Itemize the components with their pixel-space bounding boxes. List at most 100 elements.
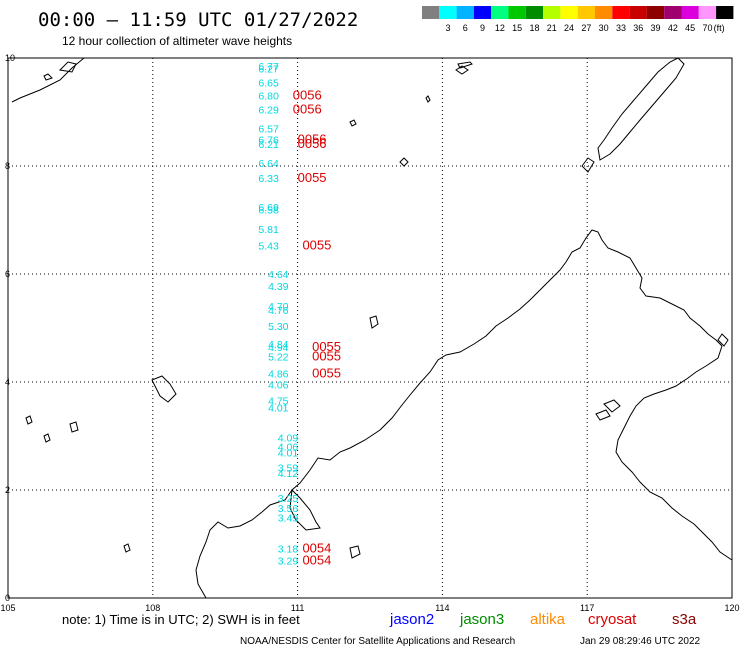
coastline-segment (43, 73, 53, 81)
legend-tick-label: 9 (480, 23, 485, 33)
wave-height-value: 5.81 (258, 224, 279, 236)
wave-height-value: 4.64 (268, 269, 289, 281)
footer-timestamp: Jan 29 08:29:46 UTC 2022 (580, 636, 701, 647)
coastline-segment (123, 543, 131, 553)
coastline-segment (349, 119, 357, 127)
coastline-segment (457, 61, 473, 69)
legend-unit: (ft) (714, 23, 725, 33)
legend-swatch (508, 6, 526, 19)
coastline-segment (69, 421, 79, 433)
lat-lon-grid (7, 57, 733, 599)
coastline-segment (425, 95, 431, 103)
wave-height-value: 5.30 (268, 321, 289, 333)
legend-swatch (422, 6, 440, 19)
legend-swatch (577, 6, 595, 19)
legend-swatch (716, 6, 734, 19)
legend-tick-label: 42 (668, 23, 678, 33)
wave-height-value: 6.58 (258, 205, 279, 217)
wave-height-value: 6.33 (258, 173, 279, 185)
legend-swatch (698, 6, 717, 19)
legend-tick-label: 24 (564, 23, 574, 33)
lon-tick-label: 111 (291, 603, 305, 613)
coastline-segment (369, 315, 379, 329)
legend-tick-label: 39 (651, 23, 661, 33)
lat-tick-label: 4 (5, 377, 10, 387)
coastline-segment (151, 375, 177, 403)
lat-tick-label: 8 (5, 161, 10, 171)
wave-height-value: 6.69 (258, 202, 279, 214)
observation-time: 0055 (298, 170, 327, 185)
axis-labels: 105 108 111 114 117 120 0 2 4 6 8 10 (0, 53, 739, 613)
wave-height-value: 3.59 (278, 463, 299, 475)
lat-tick-label: 0 (5, 593, 10, 603)
lon-tick-label: 108 (145, 603, 160, 613)
observation-time: 0055 (302, 238, 331, 253)
footer-credit: NOAA/NESDIS Center for Satellite Applica… (240, 636, 515, 647)
coastline-segment (11, 57, 85, 103)
wave-height-value: 4.75 (268, 396, 289, 408)
legend-swatch (595, 6, 613, 19)
coastline-segment (581, 157, 595, 173)
legend-tick-label: 30 (599, 23, 609, 33)
legend-tick-label: 21 (547, 23, 557, 33)
legend-tick-label: 36 (633, 23, 643, 33)
observation-time: 0056 (298, 136, 327, 151)
wave-height-value: 6.80 (258, 91, 279, 103)
wave-height-value: 6.77 (258, 61, 279, 73)
coastline-segment (261, 229, 723, 513)
legend-swatch (456, 6, 474, 19)
legend-tick-label: 12 (495, 23, 505, 33)
coastline-layer (11, 57, 733, 599)
wave-height-value: 4.06 (268, 379, 289, 391)
wave-height-value: 4.70 (268, 301, 289, 313)
legend-swatch (473, 6, 492, 19)
observation-time: 0055 (312, 339, 341, 354)
wave-height-value: 4.86 (268, 369, 289, 381)
coastline-segment (399, 157, 409, 167)
coastline-segment (717, 333, 729, 347)
legend-swatch (491, 6, 509, 19)
observation-time: 0055 (312, 366, 341, 381)
lat-tick-label: 6 (5, 269, 10, 279)
lat-tick-label: 10 (5, 53, 15, 63)
page-title: 00:00 – 11:59 UTC 01/27/2022 (38, 9, 358, 31)
coastline-segment (349, 545, 361, 559)
legend-swatch (646, 6, 665, 19)
legend-swatch (560, 6, 578, 19)
coastline-segment (289, 488, 321, 531)
legend-tick-label: 6 (463, 23, 468, 33)
wave-height-value: 4.94 (268, 342, 289, 354)
wave-height-value: 6.57 (258, 124, 279, 136)
wave-height-value: 3.49 (278, 512, 299, 524)
observation-time: 0054 (302, 541, 331, 556)
coastline-segment (25, 415, 33, 425)
wave-height-value: 4.84 (268, 339, 289, 351)
wave-height-value: 4.01 (278, 448, 299, 460)
wave-height-value: 6.21 (258, 139, 279, 151)
wave-height-value: 5.22 (268, 351, 289, 363)
satellite-label: jason2 (389, 611, 434, 628)
coastline-segment (597, 57, 685, 161)
coastline-segment (615, 345, 733, 561)
satellite-label: s3a (672, 611, 697, 628)
legend-tick-label: 27 (581, 23, 591, 33)
lon-tick-label: 114 (435, 603, 449, 613)
legend-tick-label: 3 (445, 23, 450, 33)
observation-time: 0056 (298, 131, 327, 146)
lon-tick-label: 105 (0, 603, 15, 613)
satellite-label: cryosat (588, 611, 637, 628)
wave-height-value: 3.25 (278, 493, 299, 505)
satellite-label: altika (530, 611, 566, 628)
coastline-segment (43, 433, 51, 443)
wave-height-value: 3.56 (278, 503, 299, 515)
wave-height-value: 6.64 (258, 158, 279, 170)
wave-height-value: 3.29 (278, 556, 299, 568)
observation-time: 0056 (293, 102, 322, 117)
footer-note: note: 1) Time is in UTC; 2) SWH is in fe… (62, 612, 300, 627)
observation-time: 0055 (312, 348, 341, 363)
wave-height-value: 4.01 (268, 403, 289, 415)
lat-tick-label: 2 (5, 485, 10, 495)
coastline-segment (595, 409, 611, 421)
wave-height-value: 3.18 (278, 544, 299, 556)
observation-time: 0054 (302, 553, 331, 568)
